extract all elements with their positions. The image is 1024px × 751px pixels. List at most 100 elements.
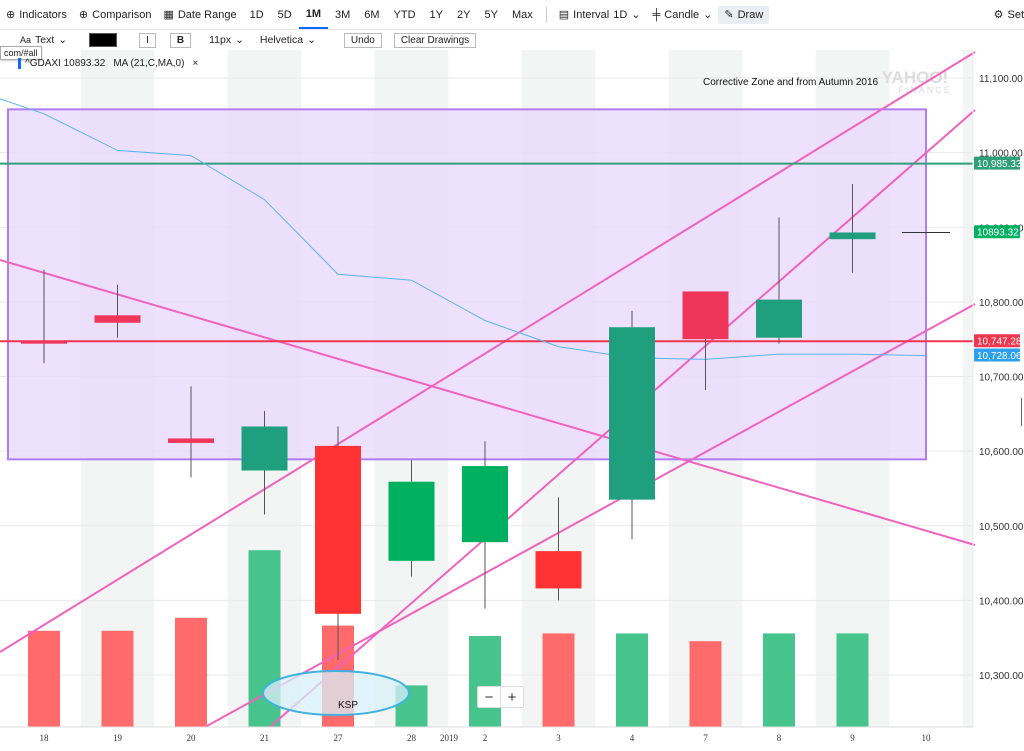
draw-tool-dropdown[interactable]: Aa Text ⌄ <box>20 34 68 46</box>
ma-line <box>0 98 927 360</box>
y-tick-label: 11,000.00 <box>979 149 1023 160</box>
price-tag <box>974 348 1020 362</box>
chart-legend: ^GDAXI 10893.32 MA (21,C,MA,0) × <box>18 58 198 69</box>
symbol-legend: ^GDAXI 10893.32 <box>18 58 105 69</box>
divider <box>545 6 547 23</box>
volume-bar <box>101 630 134 727</box>
range-tab-6m[interactable]: 6M <box>364 8 380 21</box>
range-tab-1m[interactable]: 1M <box>298 0 328 29</box>
trend-line[interactable] <box>204 303 976 728</box>
range-tab-1d[interactable]: 1D <box>249 8 264 21</box>
range-tab-3m[interactable]: 3M <box>334 8 351 21</box>
indicators-button[interactable]: ⊕ Indicators <box>6 8 67 22</box>
chart-type-dropdown[interactable]: ╪ Candle ⌄ <box>652 8 713 22</box>
x-tick-label: 27 <box>334 733 344 743</box>
font-dropdown[interactable]: Helvetica ⌄ <box>259 34 316 46</box>
range-tab-5y[interactable]: 5Y <box>484 8 498 21</box>
x-year-label: 2019 <box>440 733 459 743</box>
corrective-zone-box[interactable] <box>7 108 927 461</box>
pencil-icon: ✎ <box>724 9 734 21</box>
candle-body[interactable] <box>682 291 729 340</box>
range-tab-max[interactable]: Max <box>511 8 533 21</box>
candle-body[interactable] <box>829 232 876 240</box>
interval-dropdown[interactable]: ▤ Interval 1D ⌄ <box>558 8 641 22</box>
watermark: YAHOO! <box>882 68 948 87</box>
x-tick-label: 4 <box>630 733 635 743</box>
zoom-in-button[interactable]: + <box>500 687 523 707</box>
price-tag <box>974 225 1020 239</box>
candle-body[interactable] <box>609 327 655 500</box>
candle-body[interactable] <box>315 445 361 614</box>
x-tick-label: 7 <box>703 733 708 743</box>
candle-body[interactable] <box>241 426 288 471</box>
trend-line[interactable] <box>0 51 976 653</box>
zoom-controls: − + <box>477 686 524 708</box>
y-tick-label: 10,300.00 <box>979 671 1024 682</box>
volume-bar <box>836 633 869 727</box>
y-tick-label: 10,700.00 <box>979 373 1024 384</box>
corrective-zone-annotation: Corrective Zone and from Autumn 2016 <box>703 77 879 88</box>
candle-body[interactable] <box>462 466 508 543</box>
candle-body[interactable] <box>535 551 582 589</box>
close-icon[interactable]: × <box>192 58 199 69</box>
gear-icon: ⚙ <box>993 9 1004 21</box>
undo-button[interactable]: Undo <box>343 32 382 48</box>
volume-bar <box>28 630 60 727</box>
price-tag <box>974 156 1020 170</box>
ksp-ellipse[interactable] <box>262 670 410 716</box>
comparison-button[interactable]: ⊕ Comparison <box>78 8 152 22</box>
chevron-down-icon: ⌄ <box>235 34 244 46</box>
candle-body[interactable] <box>168 438 214 443</box>
volume-bar <box>763 633 795 727</box>
candle-body[interactable] <box>21 340 67 344</box>
ksp-annotation: KSP <box>338 700 358 711</box>
candle-body[interactable] <box>94 315 141 323</box>
range-tab-ytd[interactable]: YTD <box>393 8 416 21</box>
volume-bar <box>469 636 501 727</box>
range-tab-2y[interactable]: 2Y <box>457 8 471 21</box>
chevron-down-icon: ⌄ <box>58 34 68 46</box>
chevron-down-icon: ⌄ <box>631 9 641 21</box>
y-tick-label: 10,600.00 <box>979 447 1024 458</box>
x-tick-label: 19 <box>113 733 123 743</box>
price-tag-label: 10893.32 <box>977 228 1019 239</box>
x-tick-label: 9 <box>850 733 855 743</box>
x-tick-label: 28 <box>407 733 417 743</box>
settings-button[interactable]: ⚙ Set <box>993 8 1024 22</box>
price-tag-label: 10,728.06 <box>977 351 1022 362</box>
x-tick-label: 10 <box>922 733 932 743</box>
volume-bar <box>689 641 722 727</box>
interval-icon: ▤ <box>558 9 570 21</box>
candle-body[interactable] <box>756 299 802 338</box>
color-swatch[interactable] <box>89 33 118 47</box>
font-size-dropdown[interactable]: 11px ⌄ <box>209 34 244 46</box>
range-tab-1y[interactable]: 1Y <box>429 8 444 21</box>
calendar-icon: ▦ <box>163 9 174 21</box>
column-band <box>962 50 973 727</box>
y-tick-label: 10,500.00 <box>979 522 1024 533</box>
price-tag-label: 10,985.33 <box>977 159 1022 170</box>
bold-button[interactable]: B <box>169 32 192 48</box>
trend-line[interactable] <box>0 259 976 546</box>
chevron-down-icon: ⌄ <box>307 34 316 46</box>
volume-bar <box>616 633 648 727</box>
range-tab-5d[interactable]: 5D <box>277 8 292 21</box>
draw-button[interactable]: ✎ Draw <box>718 5 770 24</box>
y-tick-label: 11,100.00 <box>979 74 1023 85</box>
volume-bar <box>542 633 575 727</box>
date-range-button[interactable]: ▦ Date Range <box>163 8 237 22</box>
price-tag <box>974 334 1020 348</box>
candle-body[interactable] <box>388 481 435 561</box>
y-tick-label: 10,800.00 <box>979 298 1024 309</box>
price-tag-label: 10,747.28 <box>977 337 1022 348</box>
zoom-out-button[interactable]: − <box>484 688 494 706</box>
clear-drawings-button[interactable]: Clear Drawings <box>393 32 477 48</box>
x-tick-label: 2 <box>483 733 488 743</box>
x-tick-label: 21 <box>260 733 269 743</box>
italic-button[interactable]: I <box>139 32 156 48</box>
volume-bar <box>175 617 207 727</box>
y-tick-label: 10,400.00 <box>979 596 1024 607</box>
range-tabs: 1D 5D 1M 3M 6M YTD 1Y 2Y 5Y Max <box>243 0 540 29</box>
plus-circle-icon: ⊕ <box>6 9 16 21</box>
price-chart[interactable]: 10,300.00 10,400.00 10,500.00 10,600.00 10,7… <box>0 50 1024 751</box>
